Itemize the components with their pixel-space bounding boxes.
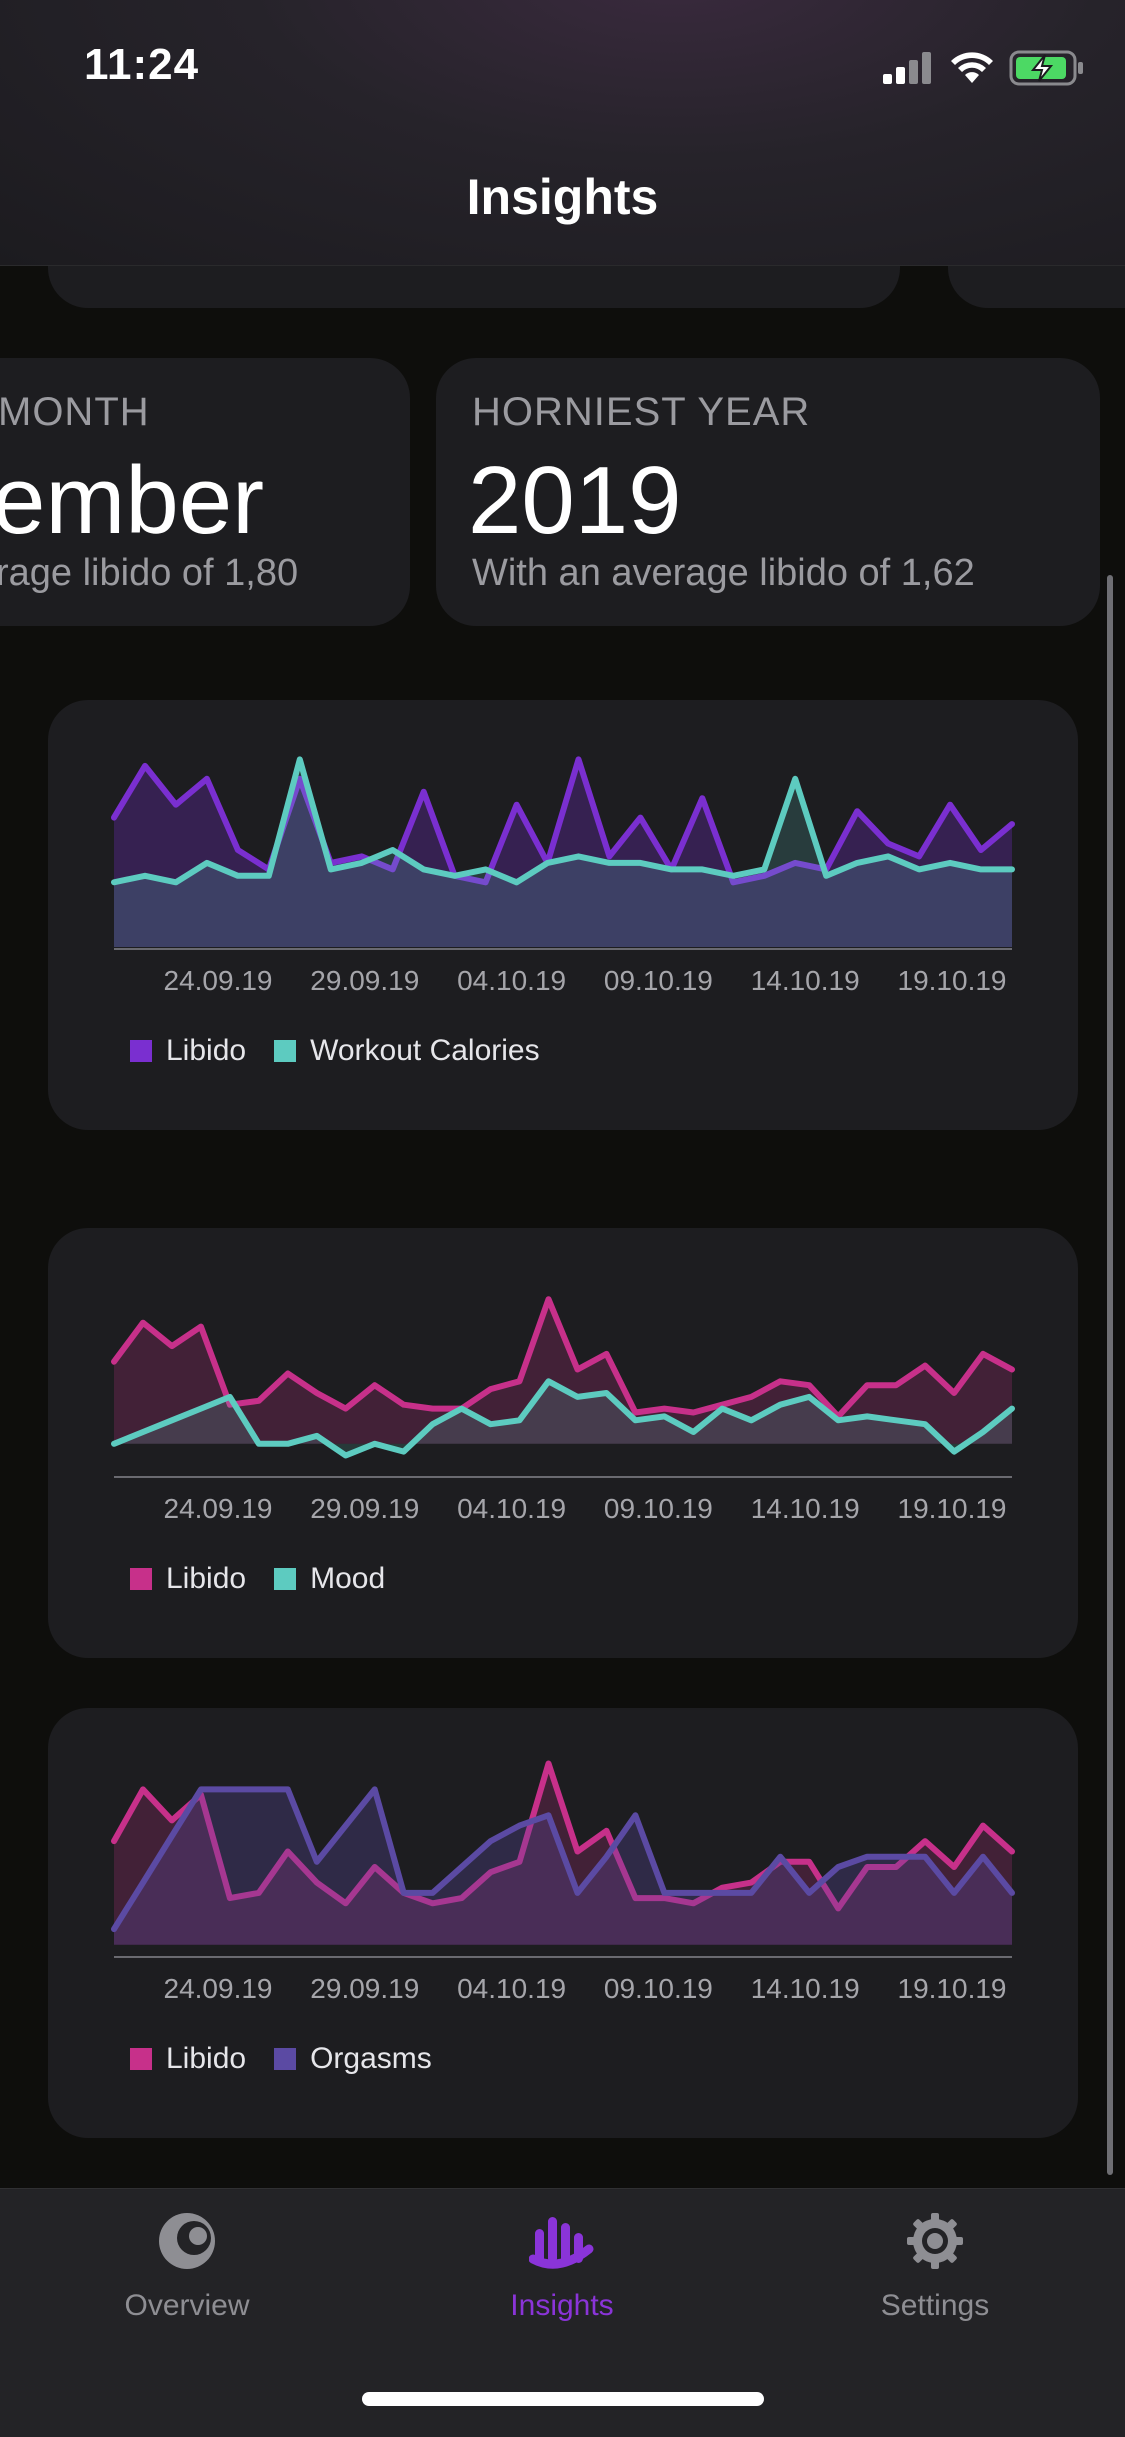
stat-value: 2019 <box>468 447 682 554</box>
stat-card-horniest-year[interactable]: HORNIEST YEAR 2019 With an average libid… <box>436 358 1100 626</box>
stat-subtitle: rage libido of 1,80 <box>0 552 299 594</box>
stat-value: ember <box>0 447 265 554</box>
series-line-orgasms <box>111 1786 1015 1933</box>
series-area-orgasms <box>114 1789 1012 1945</box>
series-area-libido <box>114 759 1012 947</box>
series-line-mood <box>111 1378 1015 1459</box>
series-area-mood <box>114 1381 1012 1456</box>
x-tick-label: 09.10.19 <box>604 1973 713 2004</box>
nav-bar: 11:24 Insights <box>0 0 1125 266</box>
x-tick-label: 19.10.19 <box>898 965 1007 996</box>
legend-item-orgasms: Orgasms <box>274 2042 432 2076</box>
x-tick-label: 14.10.19 <box>751 1973 860 2004</box>
x-tick-label: 14.10.19 <box>751 1493 860 1524</box>
overview-icon <box>159 2213 215 2269</box>
chart-card-libido-mood[interactable]: 24.09.19 29.09.19 04.10.19 09.10.19 14.10.19… <box>48 1228 1078 1658</box>
x-tick-label: 29.09.19 <box>310 1493 419 1524</box>
status-icons <box>883 50 1085 86</box>
status-time: 11:24 <box>84 40 200 89</box>
x-tick-label: 04.10.19 <box>457 1493 566 1524</box>
series-line-libido <box>111 1760 1015 1912</box>
series-line-libido <box>111 756 1015 886</box>
stat-label: HORNIEST YEAR <box>472 390 811 434</box>
chart-card-libido-orgasms[interactable]: 24.09.19 29.09.19 04.10.19 09.10.19 14.10.19… <box>48 1708 1078 2138</box>
chart-legend: Libido Workout Calories <box>130 1034 568 1068</box>
chart-legend: Libido Orgasms <box>130 2042 460 2076</box>
x-tick-label: 14.10.19 <box>751 965 860 996</box>
chart-card-libido-workout[interactable]: 24.09.19 29.09.19 04.10.19 09.10.19 14.10.19… <box>48 700 1078 1130</box>
legend-item-libido: Libido <box>130 1034 246 1068</box>
home-indicator[interactable] <box>362 2392 764 2406</box>
x-tick-label: 19.10.19 <box>898 1973 1007 2004</box>
chart-legend: Libido Mood <box>130 1562 413 1596</box>
x-tick-label: 19.10.19 <box>898 1493 1007 1524</box>
insights-icon <box>529 2217 594 2269</box>
tab-settings[interactable]: Settings <box>785 2211 1085 2323</box>
page-title: Insights <box>466 169 659 225</box>
tab-label: Overview <box>124 2289 250 2322</box>
x-tick-label: 29.09.19 <box>310 965 419 996</box>
x-tick-label: 24.09.19 <box>164 965 273 996</box>
cellular-signal-icon <box>883 52 931 84</box>
series-line-workout-calories <box>111 756 1015 886</box>
stat-label: MONTH <box>0 390 150 434</box>
tab-label: Insights <box>510 2289 614 2322</box>
chart-libido-mood: 24.09.19 29.09.19 04.10.19 09.10.19 14.10.19… <box>111 1296 1015 1524</box>
x-tick-label: 29.09.19 <box>310 1973 419 2004</box>
battery-charging-icon <box>1009 50 1083 86</box>
scrollbar[interactable] <box>1107 575 1113 2175</box>
x-tick-label: 24.09.19 <box>164 1493 273 1524</box>
x-tick-label: 04.10.19 <box>457 965 566 996</box>
legend-item-libido: Libido <box>130 1562 246 1596</box>
x-tick-label: 04.10.19 <box>457 1973 566 2004</box>
wifi-icon <box>951 52 993 83</box>
tab-insights[interactable]: Insights <box>412 2211 712 2323</box>
x-tick-label: 09.10.19 <box>604 965 713 996</box>
gear-icon <box>907 2213 963 2269</box>
legend-item-mood: Mood <box>274 1562 385 1596</box>
chart-libido-workout: 24.09.19 29.09.19 04.10.19 09.10.19 14.10.19… <box>111 756 1015 996</box>
legend-item-workout-calories: Workout Calories <box>274 1034 540 1068</box>
stat-card-month[interactable]: MONTH ember rage libido of 1,80 <box>0 358 410 626</box>
series-line-libido <box>111 1296 1015 1420</box>
tab-overview[interactable]: Overview <box>37 2211 337 2323</box>
x-tick-label: 09.10.19 <box>604 1493 713 1524</box>
tab-label: Settings <box>880 2289 990 2322</box>
stat-subtitle: With an average libido of 1,62 <box>472 552 975 594</box>
x-tick-label: 24.09.19 <box>164 1973 273 2004</box>
chart-libido-orgasms: 24.09.19 29.09.19 04.10.19 09.10.19 14.10.19… <box>111 1760 1015 2004</box>
legend-item-libido: Libido <box>130 2042 246 2076</box>
